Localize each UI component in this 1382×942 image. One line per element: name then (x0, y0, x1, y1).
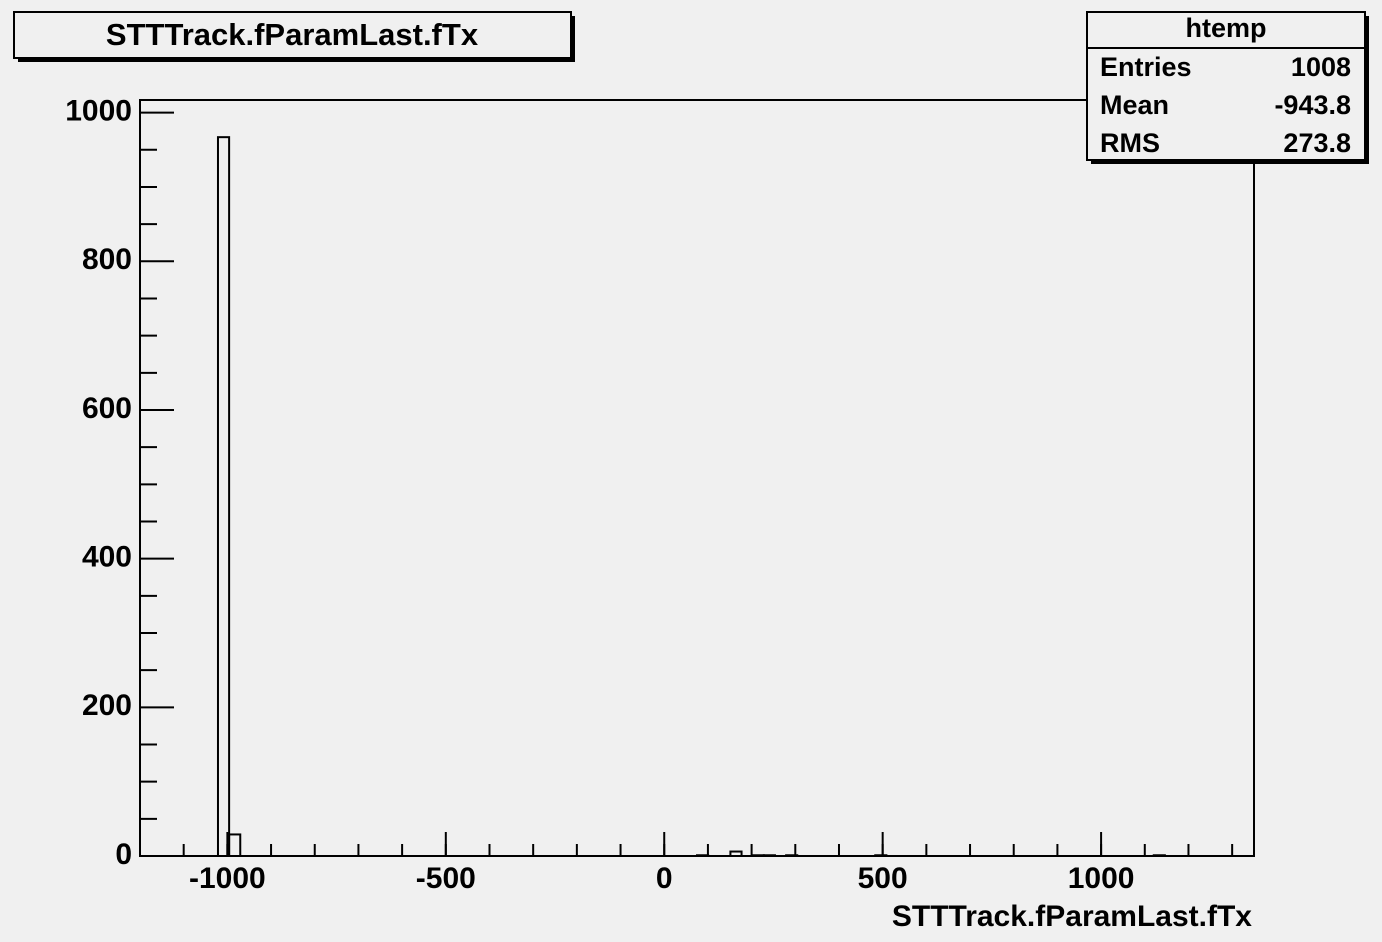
title-box (13, 11, 572, 59)
plot-frame (139, 99, 1255, 857)
bar (874, 854, 888, 858)
bar (216, 136, 231, 857)
stats-label: Entries (1100, 52, 1192, 82)
bar (762, 854, 776, 858)
bar (696, 854, 710, 858)
stats-box (1086, 11, 1366, 161)
chart-title: STTTrack.fParamLast.fTx (106, 17, 479, 52)
x-tick-label: -500 (416, 862, 476, 895)
x-tick-label: 1000 (1068, 862, 1135, 895)
stats-value: 1008 (1291, 52, 1351, 82)
x-tick-label: 0 (656, 862, 673, 895)
y-tick-label: 1000 (65, 95, 132, 128)
bar (729, 850, 743, 857)
x-axis-label: STTTrack.fParamLast.fTx (892, 900, 1252, 933)
y-tick-label: 600 (82, 392, 132, 425)
bar (228, 833, 242, 858)
y-tick-label: 800 (82, 243, 132, 276)
stats-label: Mean (1100, 90, 1169, 120)
stats-value: 273.8 (1283, 128, 1351, 158)
stats-label: RMS (1100, 128, 1160, 158)
bar (1152, 854, 1166, 858)
x-tick-label: 500 (858, 862, 908, 895)
y-tick-label: 200 (82, 689, 132, 722)
y-tick-label: 0 (115, 838, 132, 871)
bar (785, 854, 799, 858)
stats-value: -943.8 (1274, 90, 1351, 120)
x-tick-label: -1000 (189, 862, 266, 895)
bar (751, 854, 765, 858)
y-tick-label: 400 (82, 541, 132, 574)
stats-title: htemp (1186, 13, 1267, 43)
